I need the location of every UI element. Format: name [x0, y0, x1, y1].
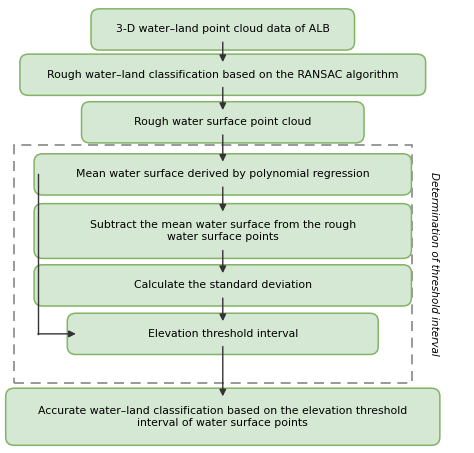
FancyBboxPatch shape	[34, 204, 411, 258]
Text: Rough water surface point cloud: Rough water surface point cloud	[134, 117, 311, 127]
Text: 3-D water–land point cloud data of ALB: 3-D water–land point cloud data of ALB	[116, 24, 330, 34]
Text: Rough water–land classification based on the RANSAC algorithm: Rough water–land classification based on…	[47, 70, 399, 80]
FancyBboxPatch shape	[67, 313, 378, 354]
FancyBboxPatch shape	[20, 54, 426, 95]
FancyBboxPatch shape	[34, 265, 411, 306]
FancyBboxPatch shape	[6, 388, 440, 445]
FancyBboxPatch shape	[91, 9, 355, 50]
Text: Mean water surface derived by polynomial regression: Mean water surface derived by polynomial…	[76, 169, 370, 179]
Text: Accurate water–land classification based on the elevation threshold
interval of : Accurate water–land classification based…	[38, 406, 408, 428]
Text: Determination of threshold interval: Determination of threshold interval	[428, 172, 439, 356]
FancyBboxPatch shape	[82, 102, 364, 143]
Text: Elevation threshold interval: Elevation threshold interval	[148, 329, 298, 339]
Text: Calculate the standard deviation: Calculate the standard deviation	[134, 280, 312, 290]
Bar	[14, 145, 412, 383]
FancyBboxPatch shape	[34, 154, 411, 195]
Text: Subtract the mean water surface from the rough
water surface points: Subtract the mean water surface from the…	[90, 220, 356, 242]
